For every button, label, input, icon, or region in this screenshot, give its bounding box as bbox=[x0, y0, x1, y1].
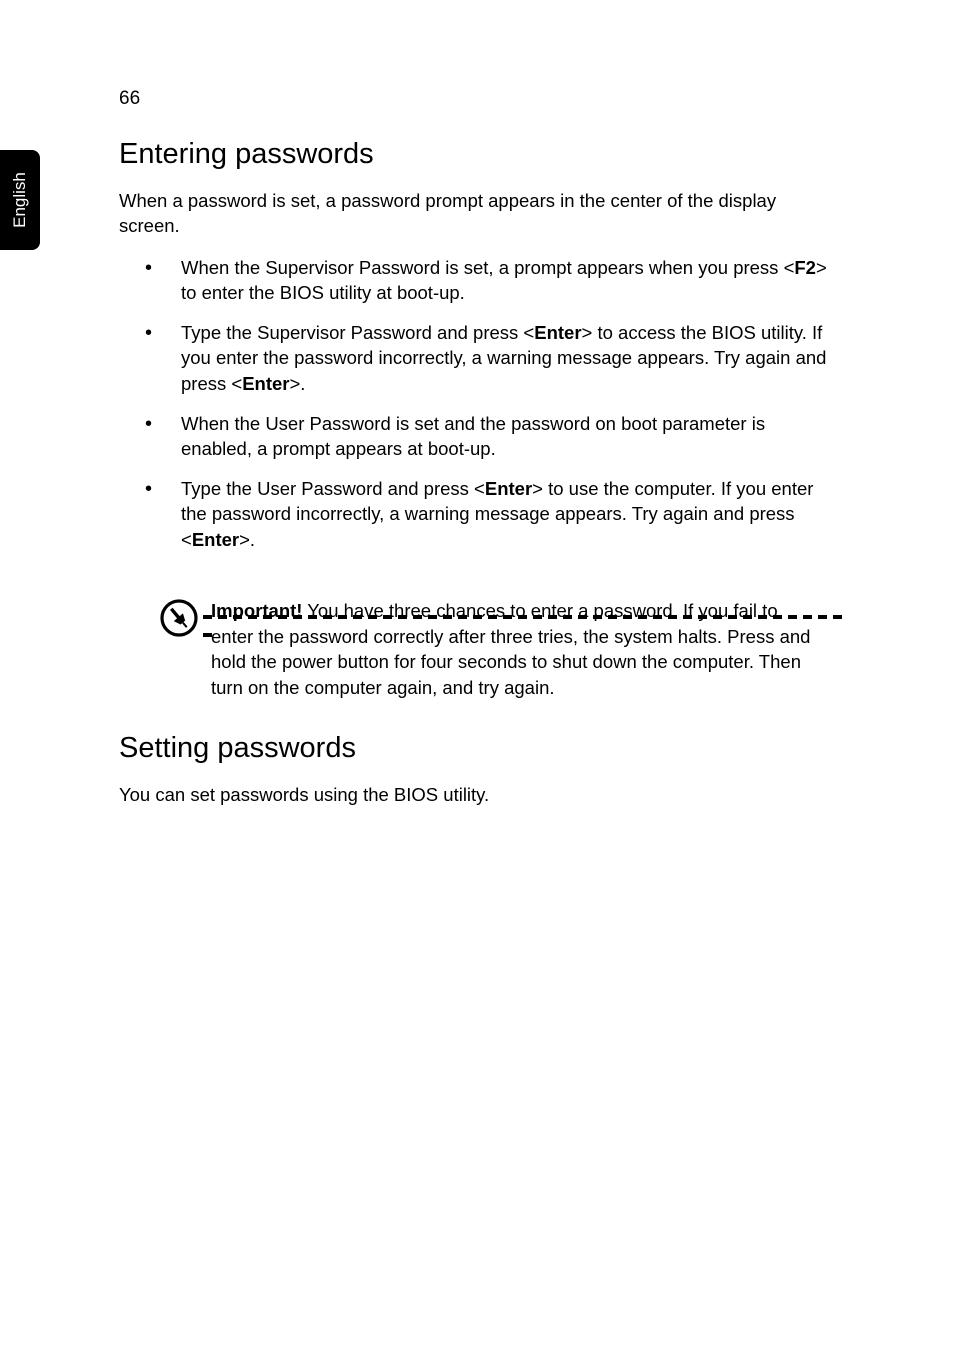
key-label: F2 bbox=[794, 257, 816, 278]
text: >. bbox=[289, 373, 305, 394]
key-label: Enter bbox=[242, 373, 289, 394]
list-item: When the Supervisor Password is set, a p… bbox=[119, 255, 839, 306]
heading-entering-passwords: Entering passwords bbox=[119, 138, 839, 171]
list-item: When the User Password is set and the pa… bbox=[119, 411, 839, 462]
key-label: Enter bbox=[534, 322, 581, 343]
setting-paragraph: You can set passwords using the BIOS uti… bbox=[119, 783, 839, 808]
key-label: Enter bbox=[192, 529, 239, 550]
page-number: 66 bbox=[119, 88, 140, 110]
text: Type the User Password and press < bbox=[181, 478, 485, 499]
important-note: Important! You have three chances to ent… bbox=[119, 598, 839, 700]
page-content: Entering passwords When a password is se… bbox=[119, 138, 839, 824]
text: When the Supervisor Password is set, a p… bbox=[181, 257, 794, 278]
key-label: Enter bbox=[485, 478, 532, 499]
dashed-divider bbox=[203, 615, 859, 619]
heading-setting-passwords: Setting passwords bbox=[119, 732, 839, 765]
list-item: Type the User Password and press <Enter>… bbox=[119, 476, 839, 553]
bullet-list: When the Supervisor Password is set, a p… bbox=[119, 255, 839, 552]
language-side-tab: English bbox=[0, 150, 40, 250]
text: When the User Password is set and the pa… bbox=[181, 413, 765, 460]
intro-paragraph: When a password is set, a password promp… bbox=[119, 189, 839, 239]
pin-icon bbox=[159, 598, 199, 638]
note-text: Important! You have three chances to ent… bbox=[211, 598, 819, 700]
text: Type the Supervisor Password and press < bbox=[181, 322, 534, 343]
list-item: Type the Supervisor Password and press <… bbox=[119, 320, 839, 397]
text: >. bbox=[239, 529, 255, 550]
language-label: English bbox=[10, 172, 30, 228]
